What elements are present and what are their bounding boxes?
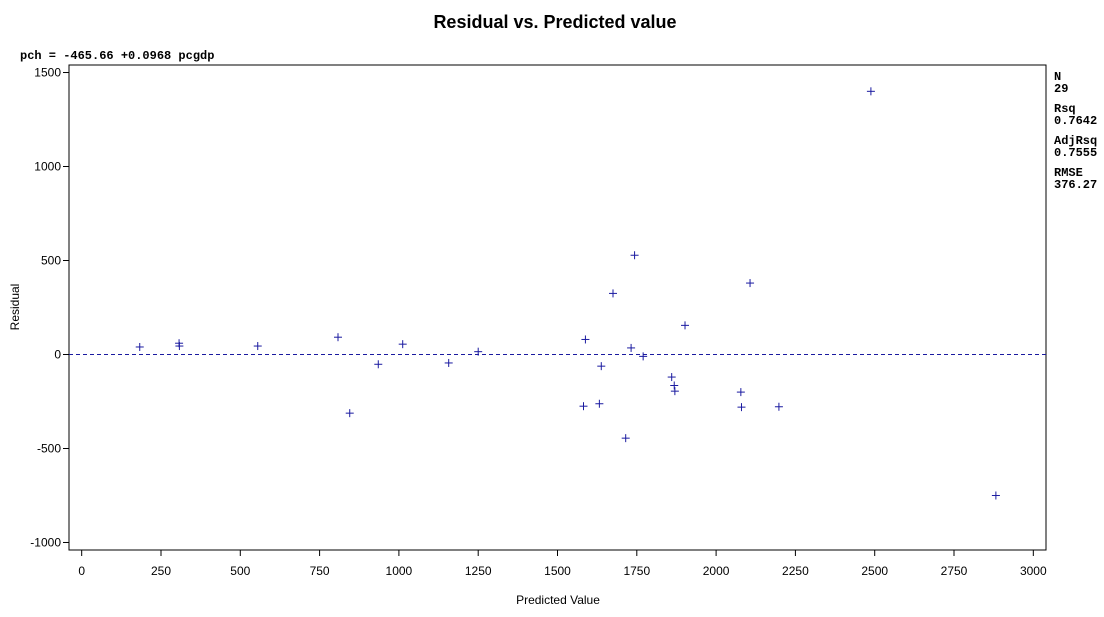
stat-label: Rsq xyxy=(1054,102,1076,116)
x-axis-label: Predicted Value xyxy=(516,593,600,607)
data-point-marker xyxy=(333,333,342,342)
x-tick-label: 1750 xyxy=(623,564,650,578)
stat-label: RMSE xyxy=(1054,166,1083,180)
stat-label: N xyxy=(1054,70,1061,84)
y-tick-label: 1500 xyxy=(34,66,61,80)
data-point-marker xyxy=(737,403,746,412)
data-point-marker xyxy=(736,388,745,397)
data-point-marker xyxy=(345,409,354,418)
data-point-marker xyxy=(991,491,1000,500)
x-tick-label: 1000 xyxy=(386,564,413,578)
x-tick-label: 500 xyxy=(230,564,250,578)
x-tick-label: 2250 xyxy=(782,564,809,578)
y-tick-label: 1000 xyxy=(34,160,61,174)
plot-frame xyxy=(68,64,1047,551)
data-point-marker xyxy=(609,289,618,298)
x-tick-label: 2500 xyxy=(861,564,888,578)
data-point-marker xyxy=(681,321,690,330)
x-axis: 0 250 500 750 1000 1250 1500 1750 2000 2250 2500 27… xyxy=(78,550,1047,578)
data-point-marker xyxy=(597,362,606,371)
data-point-marker xyxy=(135,342,144,351)
data-point-marker xyxy=(667,373,676,382)
data-point-marker xyxy=(581,335,590,344)
x-tick-label: 1250 xyxy=(465,564,492,578)
data-point-marker xyxy=(670,381,679,390)
data-points xyxy=(135,87,1000,500)
model-equation: pch = -465.66 +0.0968 pcgdp xyxy=(20,49,214,63)
y-axis-label: Residual xyxy=(8,284,22,331)
data-point-marker xyxy=(398,340,407,349)
data-point-marker xyxy=(444,358,453,367)
data-point-marker xyxy=(639,352,648,361)
data-point-marker xyxy=(630,251,639,260)
y-axis: -1000 -500 0 500 1000 1500 xyxy=(30,66,69,549)
x-tick-label: 750 xyxy=(310,564,330,578)
x-tick-label: 1500 xyxy=(544,564,571,578)
stat-value: 0.7642 xyxy=(1054,114,1097,128)
y-tick-label: 0 xyxy=(54,347,61,361)
stat-value: 0.7555 xyxy=(1054,146,1097,160)
data-point-marker xyxy=(175,342,184,351)
data-point-marker xyxy=(253,342,262,351)
data-point-marker xyxy=(774,402,783,411)
x-tick-label: 250 xyxy=(151,564,171,578)
y-tick-label: 500 xyxy=(41,254,61,268)
x-tick-label: 2750 xyxy=(941,564,968,578)
x-tick-label: 0 xyxy=(78,564,85,578)
stat-value: 376.27 xyxy=(1054,178,1097,192)
data-point-marker xyxy=(595,399,604,408)
data-point-marker xyxy=(670,387,679,396)
data-point-marker xyxy=(579,402,588,411)
y-tick-label: -500 xyxy=(37,441,61,455)
data-point-marker xyxy=(374,360,383,369)
data-point-marker xyxy=(746,279,755,288)
y-tick-label: -1000 xyxy=(30,535,61,549)
x-tick-label: 3000 xyxy=(1020,564,1047,578)
stat-label: AdjRsq xyxy=(1054,134,1097,148)
data-point-marker xyxy=(474,347,483,356)
data-point-marker xyxy=(627,343,636,352)
data-point-marker xyxy=(621,434,630,443)
data-point-marker xyxy=(866,87,875,96)
x-tick-label: 2000 xyxy=(703,564,730,578)
stat-value: 29 xyxy=(1054,82,1068,96)
chart-title: Residual vs. Predicted value xyxy=(433,12,676,32)
